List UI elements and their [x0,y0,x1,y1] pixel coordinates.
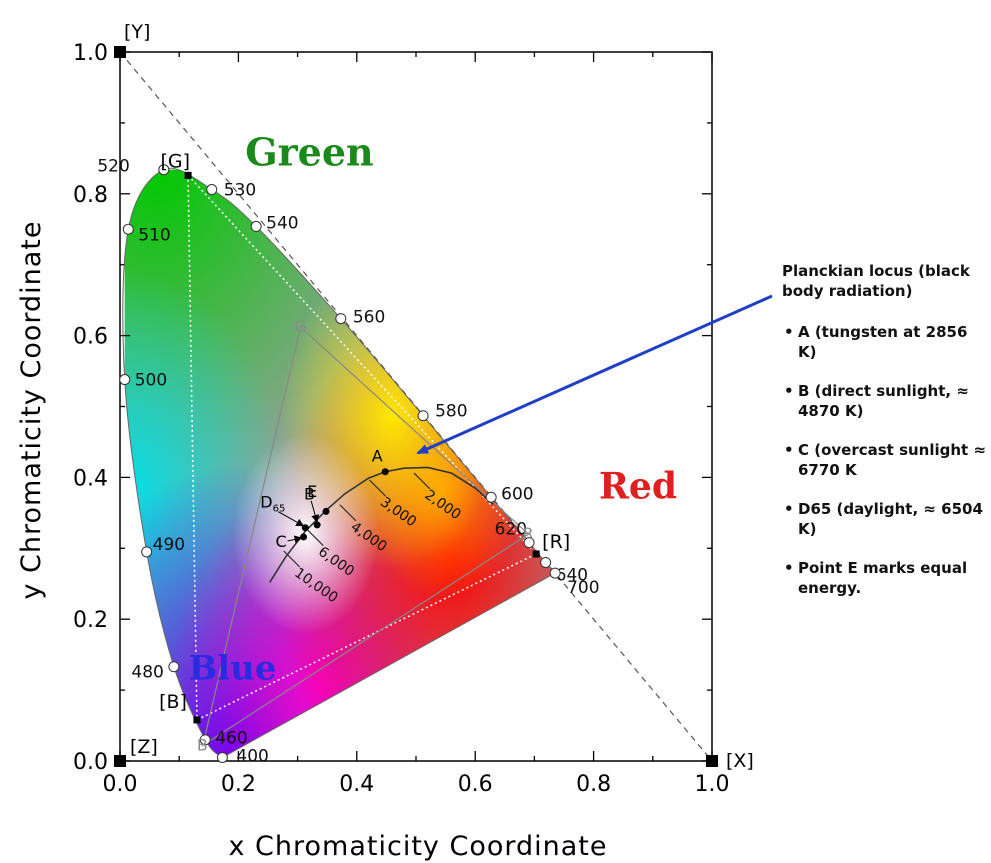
y-axis-title: y Chromaticity Coordinate [16,221,47,600]
wavelength-marker [141,546,153,558]
reference-point [300,533,308,541]
primary-marker [184,171,192,179]
notes-list: A (tungsten at 2856 K) B (direct sunligh… [782,323,987,598]
wavelength-label: 520 [97,157,129,177]
wavelength-label: 460 [215,729,247,749]
reference-label-a: A [372,447,383,466]
wavelength-label: 510 [138,225,170,245]
reference-pointer [287,535,303,544]
wavelength-label: 640 [556,565,588,585]
y-tick-label: 0.6 [73,325,108,350]
primary-label: [R] [542,531,570,553]
note-item-d65: D65 (daylight, ≈ 6504 K) [782,500,987,539]
x-tick-label: 0.2 [221,772,256,797]
y-tick-label: 0.0 [73,750,108,775]
wavelength-label: 490 [153,535,185,555]
wavelength-label: 600 [501,484,533,504]
region-label-blue: Blue [188,648,276,688]
reference-pointer [278,511,305,527]
wavelength-label: 620 [495,520,527,540]
reference-label-b: B [304,484,315,503]
wavelength-marker [523,537,535,549]
x-axis-title: x Chromaticity Coordinate [229,831,608,862]
wavelength-marker [549,567,561,579]
y-tick-label: 0.2 [73,608,108,633]
wavelength-marker [158,164,170,176]
primary-label: [B] [159,691,187,713]
x-tick-label: 0.6 [458,772,493,797]
x-tick-label: 0.8 [576,772,611,797]
wavelength-marker [485,491,497,503]
isotemperature-lines [283,472,431,568]
reference-point [313,521,321,529]
primary-marker [532,550,540,558]
primary-label: [G] [161,150,191,172]
note-item-c: C (overcast sunlight ≈ 6770 K [782,441,987,480]
wavelength-marker [540,556,552,568]
reference-label-c: C [276,532,287,551]
region-label-green: Green [245,129,373,174]
y-tick-label: 0.4 [73,466,108,491]
display-gamut-triangle [201,325,530,747]
corner-label: [Z] [130,736,158,758]
x-tick-label: 1.0 [695,772,730,797]
corner-marker [114,46,126,58]
wavelength-label: 400 [236,746,268,766]
corner-markers: [Y] [X] [Z] [114,21,754,772]
wavelength-label: 580 [435,402,467,422]
isotemperature-tick [306,529,324,547]
reference-pointer [310,500,320,523]
wavelength-marker [199,734,211,746]
y-tick-label: 1.0 [73,41,108,66]
corner-label: [Y] [124,21,150,43]
wavelength-marker [206,184,218,196]
annotation-arrow [416,294,773,455]
primary-marker [193,716,201,724]
tick-labels: 0.0 0.2 0.4 0.6 0.8 1.0 0.0 0.2 0.4 0.6 0.8 1.0 [73,41,730,797]
wavelength-marker [250,220,262,232]
notes-title: Planckian locus (black body radiation) [782,262,970,300]
wavelength-label: 700 [567,578,599,598]
note-item-b: B (direct sunlight, ≈ 4870 K) [782,382,987,421]
corner-marker [114,755,126,767]
x-tick-label: 0.4 [339,772,374,797]
wavelength-label: 500 [135,371,167,391]
wavelength-marker [119,374,131,386]
inner-gamut-label: G [295,317,307,336]
wavelength-marker [216,751,228,763]
x-tick-label: 0.0 [103,772,138,797]
corner-label: [X] [726,750,754,772]
inner-gamut-label: R [522,524,533,543]
corner-marker [706,755,718,767]
wavelength-label: 560 [353,308,385,328]
note-item-e: Point E marks equal energy. [782,559,987,598]
wavelength-label: 540 [266,213,298,233]
legend-notes: Planckian locus (black body radiation) A… [782,262,987,618]
primary-markers: [G] [R] [B] [159,150,570,724]
wavelength-marker [122,223,134,235]
region-labels: Green Red Blue [188,129,677,688]
note-item-a: A (tungsten at 2856 K) [782,323,987,362]
isotemperature-tick [283,550,301,568]
reference-point [381,468,389,476]
isotemperature-tick [369,479,386,497]
wavelength-marker [335,313,347,325]
inner-gamut-labels: G R B [197,317,534,754]
region-label-red: Red [599,466,677,508]
wavelength-label: 530 [224,181,256,201]
wavelength-marker [168,661,180,673]
isotemperature-tick [413,472,431,490]
y-tick-label: 0.8 [73,183,108,208]
wavelength-marker [417,410,429,422]
inner-gamut-label: B [197,735,208,754]
reference-label-e: E [307,482,317,501]
wavelength-label: 480 [131,663,163,683]
reference-point [322,507,330,515]
isotemperature-tick [339,504,357,522]
